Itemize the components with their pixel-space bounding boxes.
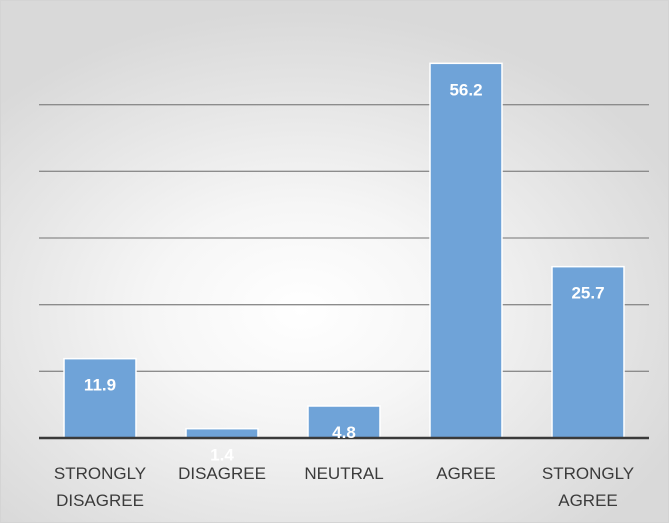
data-label-1: 1.4 bbox=[210, 446, 234, 465]
category-label-line: STRONGLY bbox=[542, 464, 634, 483]
data-label-2: 4.8 bbox=[332, 423, 356, 442]
data-label-4: 25.7 bbox=[571, 284, 604, 303]
bar-2 bbox=[307, 405, 381, 439]
category-label-4: STRONGLY AGREE bbox=[542, 464, 634, 510]
category-label-3: AGREE bbox=[436, 464, 496, 483]
data-label-0: 11.9 bbox=[84, 376, 116, 395]
category-label-line: DISAGREE bbox=[56, 491, 144, 510]
bar-1 bbox=[185, 427, 259, 439]
category-label-line: AGREE bbox=[558, 491, 618, 510]
category-label-line: NEUTRAL bbox=[304, 464, 383, 483]
gridlines bbox=[39, 104, 649, 372]
category-label-0: STRONGLY DISAGREE bbox=[54, 464, 146, 510]
category-label-2: NEUTRAL bbox=[304, 464, 383, 483]
category-label-1: DISAGREE bbox=[178, 464, 266, 483]
category-label-line: STRONGLY bbox=[54, 464, 146, 483]
bars bbox=[63, 62, 625, 439]
category-label-line: AGREE bbox=[436, 464, 496, 483]
category-label-line: DISAGREE bbox=[178, 464, 266, 483]
bar-3 bbox=[429, 62, 503, 439]
data-labels: 11.9 1.4 4.8 56.2 25.7 bbox=[84, 80, 605, 464]
bar-0 bbox=[63, 357, 137, 439]
data-label-3: 56.2 bbox=[449, 80, 482, 99]
